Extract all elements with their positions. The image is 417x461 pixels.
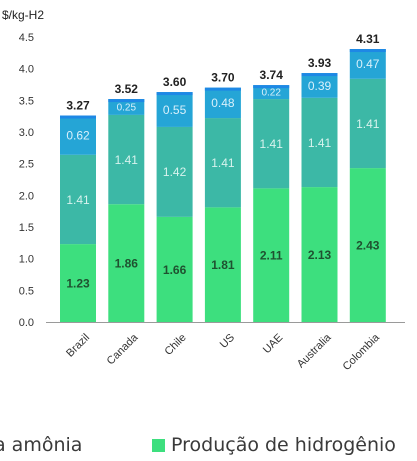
- y-tick-label-6: 3.0: [19, 127, 34, 139]
- bar-value-label-1-chile: 1.66: [163, 263, 187, 277]
- bar-value-label-1-australia: 2.13: [308, 248, 332, 262]
- x-tick-label-colombia: Colombia: [341, 331, 383, 373]
- bar-segment-3-chile: [156, 92, 193, 127]
- y-tick-label-9: 4.5: [19, 32, 34, 44]
- bar-value-label-3-uae: 0.22: [261, 88, 281, 99]
- legend: a amônia Produção de hidrogênio: [0, 428, 417, 461]
- bar-top-cap-brazil: [60, 115, 96, 119]
- bar-value-label-2-us: 1.41: [211, 156, 235, 170]
- bar-top-cap-us: [204, 87, 241, 91]
- y-tick-label-4: 2.0: [19, 190, 34, 202]
- y-tick-label-2: 1.0: [19, 254, 34, 266]
- y-tick-label-5: 2.5: [19, 159, 34, 171]
- bar-top-cap-australia: [301, 73, 338, 77]
- total-label-canada: 3.52: [115, 82, 139, 96]
- bar-segment-1-colombia: [349, 168, 386, 322]
- bar-segment-2-colombia: [349, 78, 386, 169]
- bar-top-cap-uae: [253, 85, 290, 89]
- bar-value-label-3-chile: 0.55: [163, 103, 187, 117]
- bar-segment-1-chile: [156, 216, 193, 322]
- bar-segment-3-uae: [253, 85, 290, 100]
- x-tick-label-australia: Australia: [295, 331, 334, 370]
- total-label-brazil: 3.27: [66, 99, 90, 113]
- bar-top-cap-canada: [108, 99, 145, 103]
- legend-item-ammonia: a amônia: [0, 434, 82, 456]
- bar-value-label-1-brazil: 1.23: [66, 276, 90, 290]
- bar-value-label-2-brazil: 1.41: [66, 193, 90, 207]
- bar-segment-3-colombia: [349, 49, 386, 79]
- total-label-us: 3.70: [211, 71, 235, 85]
- bar-segment-2-canada: [108, 114, 145, 205]
- bar-segment-1-canada: [108, 204, 145, 322]
- bar-value-label-3-us: 0.48: [211, 96, 235, 110]
- x-tick-label-canada: Canada: [105, 331, 141, 367]
- bar-value-label-3-canada: 0.25: [117, 103, 137, 114]
- bar-top-cap-colombia: [349, 49, 386, 53]
- total-label-australia: 3.93: [308, 56, 332, 70]
- bar-segment-2-australia: [301, 97, 338, 188]
- bar-value-label-2-canada: 1.41: [115, 153, 139, 167]
- legend-label-ammonia: a amônia: [0, 434, 83, 456]
- y-tick-label-0: 0.0: [19, 317, 34, 329]
- y-tick-label-8: 4.0: [19, 64, 34, 76]
- legend-label-hydrogen-production: Produção de hidrogênio: [171, 434, 396, 456]
- y-tick-label-7: 3.5: [19, 95, 34, 107]
- bar-value-label-3-australia: 0.39: [308, 79, 332, 93]
- bar-value-label-3-brazil: 0.62: [66, 128, 90, 142]
- y-tick-label-1: 0.5: [19, 285, 34, 297]
- bar-segment-2-uae: [253, 99, 290, 189]
- bar-segment-3-us: [204, 87, 241, 119]
- bar-value-label-2-uae: 1.41: [260, 137, 284, 151]
- total-label-chile: 3.60: [163, 75, 187, 89]
- bar-segment-2-brazil: [60, 154, 96, 245]
- bar-segment-2-us: [204, 118, 241, 208]
- bar-value-label-1-us: 1.81: [211, 258, 235, 272]
- x-tick-label-chile: Chile: [163, 332, 189, 358]
- bar-segment-3-australia: [301, 73, 338, 98]
- bar-value-label-2-colombia: 1.41: [356, 117, 380, 131]
- bar-segment-3-canada: [108, 99, 145, 115]
- bar-segment-1-uae: [253, 188, 290, 322]
- total-label-uae: 3.74: [260, 68, 284, 82]
- bar-segment-2-chile: [156, 126, 193, 217]
- bar-value-label-2-australia: 1.41: [308, 136, 332, 150]
- bar-value-label-3-colombia: 0.47: [356, 57, 380, 71]
- legend-swatch-hydrogen-production: [152, 438, 165, 452]
- total-label-colombia: 4.31: [356, 32, 380, 46]
- bar-segment-3-brazil: [60, 115, 96, 155]
- bar-segment-1-us: [204, 207, 241, 322]
- bar-value-label-2-chile: 1.42: [163, 165, 187, 179]
- x-tick-label-us: US: [218, 332, 237, 351]
- x-tick-label-brazil: Brazil: [64, 332, 92, 360]
- legend-item-hydrogen-production: Produção de hidrogênio: [152, 434, 396, 456]
- bar-value-label-1-colombia: 2.43: [356, 238, 380, 252]
- bar-value-label-1-uae: 2.11: [260, 249, 283, 263]
- bar-value-label-1-canada: 1.86: [115, 256, 139, 270]
- y-axis-unit-label: $/kg-H2: [2, 8, 44, 22]
- bar-top-cap-chile: [156, 92, 193, 96]
- bar-segment-1-australia: [301, 187, 338, 322]
- stacked-bar-chart: $/kg-H2 0.0 0.5 1.0 1.5 2.0 2.5 3.0 3.5 4.0 4.5 1.…: [2, 8, 405, 373]
- plot-area: 0.0 0.5 1.0 1.5 2.0 2.5 3.0 3.5 4.0 4.5 1.23 1.41 0.…: [19, 32, 405, 373]
- x-tick-label-uae: UAE: [261, 332, 285, 356]
- y-tick-label-3: 1.5: [19, 222, 34, 234]
- bar-segment-1-brazil: [60, 244, 96, 322]
